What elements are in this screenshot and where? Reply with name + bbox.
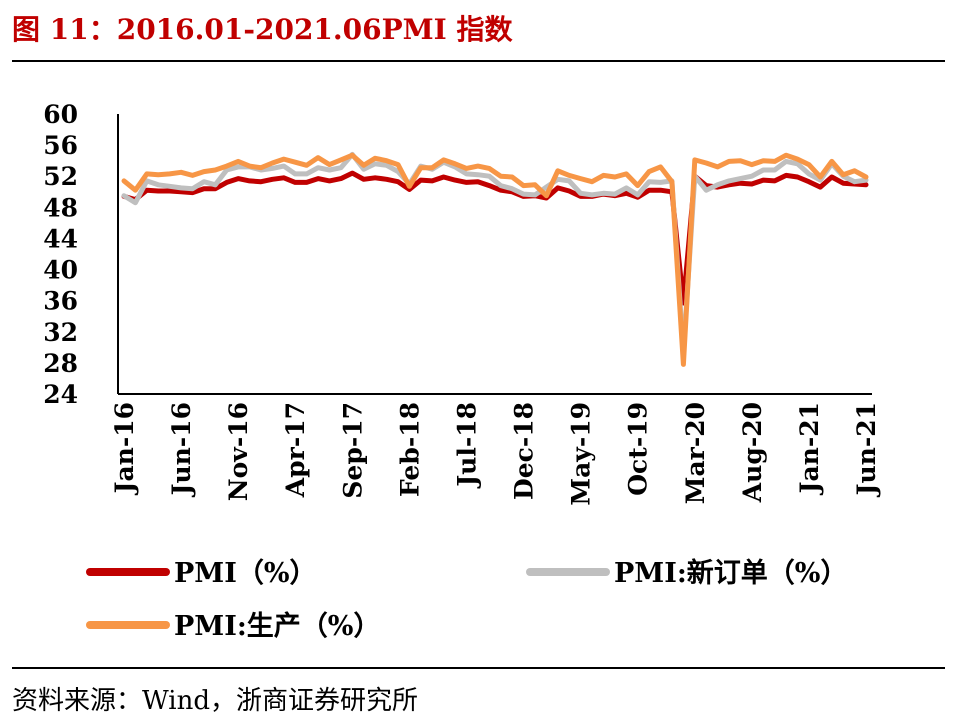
y-tick-label: 36 [43,287,78,316]
x-tick-label: Jan-21 [795,402,824,495]
title-divider [12,60,945,62]
chart-title: 图 11：2016.01-2021.06PMI 指数 [12,13,513,46]
y-tick-label: 56 [43,131,78,160]
legend-label-2: PMI:新订单（%） [614,557,847,589]
x-tick-label: Oct-19 [624,402,653,496]
x-axis-ticks: Jan-16 Jun-16 Nov-16 Apr-17 Sep-17 Feb-18 Jul-… [110,402,881,506]
source-divider [12,667,945,669]
x-tick-label: Jun-16 [167,402,196,497]
x-tick-label: Jul-18 [452,402,481,489]
y-tick-label: 24 [43,380,78,409]
legend-label-1: PMI（%） [174,558,316,589]
y-tick-label: 60 [43,100,78,129]
y-tick-label: 28 [43,349,78,378]
legend-label-3: PMI:生产（%） [174,611,380,642]
x-tick-label: Jun-21 [852,402,881,497]
y-tick-label: 32 [43,318,78,347]
y-tick-label: 52 [43,162,78,191]
axes [117,114,872,395]
legend: PMI（%） PMI:新订单（%） PMI:生产（%） [86,557,847,642]
x-tick-label: Feb-18 [395,402,424,497]
x-tick-label: Apr-17 [281,402,310,498]
y-tick-label: 48 [43,193,78,222]
series-lines [121,151,869,367]
x-tick-label: May-19 [567,402,596,506]
series-line-3 [121,152,869,367]
x-tick-label: Mar-20 [681,402,710,504]
x-tick-label: Jan-16 [110,402,139,495]
y-tick-label: 40 [43,256,78,285]
x-tick-label: Dec-18 [510,402,539,500]
source-note: 资料来源：Wind，浙商证券研究所 [12,686,418,716]
x-tick-label: Nov-16 [224,402,253,501]
series-line-1 [121,170,869,306]
y-tick-label: 44 [43,224,78,253]
x-tick-label: Aug-20 [738,402,767,503]
x-tick-label: Sep-17 [338,402,367,499]
